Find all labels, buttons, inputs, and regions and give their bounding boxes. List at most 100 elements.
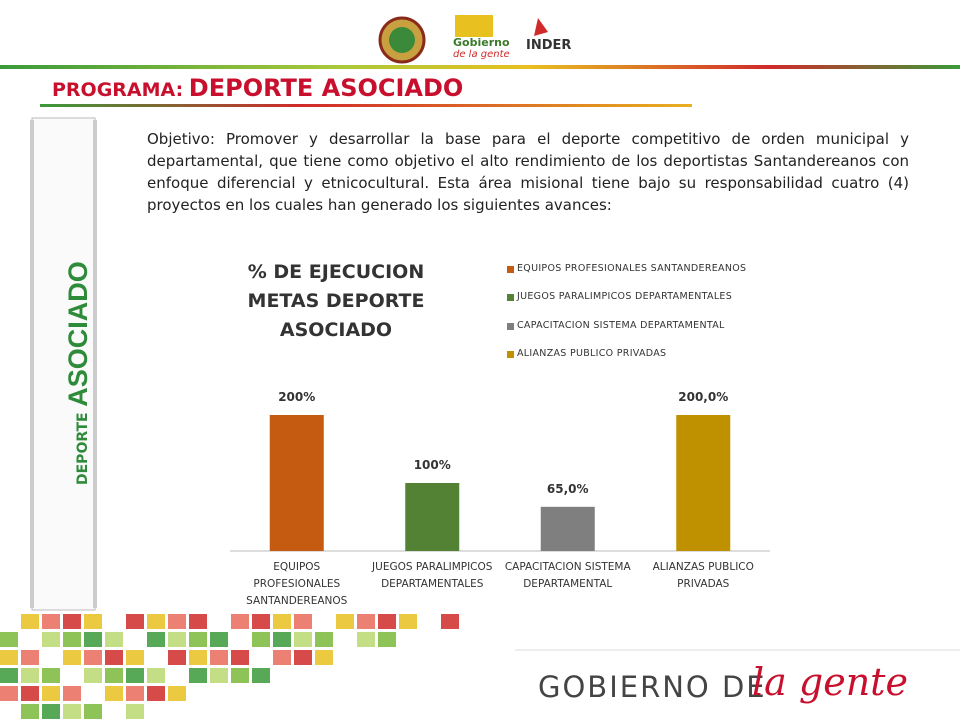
footer-square — [105, 668, 123, 683]
footer-square — [21, 686, 39, 701]
value-label: 65,0% — [547, 482, 589, 496]
footer-square — [189, 614, 207, 629]
footer-square — [0, 686, 18, 701]
footer-square — [42, 704, 60, 719]
footer-squares — [0, 614, 459, 719]
footer-square — [63, 686, 81, 701]
logo-shield-inner — [389, 27, 415, 53]
footer-square — [21, 704, 39, 719]
sidebar-edge — [30, 120, 34, 608]
bar — [405, 483, 460, 551]
footer-square — [84, 704, 102, 719]
footer-square — [231, 614, 249, 629]
footer-square — [399, 614, 417, 629]
footer-square — [273, 650, 291, 665]
sidebar-box — [31, 117, 96, 611]
program-title: PROGRAMA: DEPORTE ASOCIADO — [52, 74, 463, 102]
x-tick-label: ALIANZAS PUBLICO PRIVADAS — [652, 561, 754, 590]
x-tick-label: JUEGOS PARALIMPICOS DEPARTAMENTALES — [372, 561, 493, 590]
footer-square — [147, 614, 165, 629]
footer-square — [168, 632, 186, 647]
legend-swatch — [507, 294, 514, 301]
bar — [540, 506, 595, 551]
footer-square — [315, 650, 333, 665]
logo-text: de la gente — [453, 49, 510, 60]
footer-script: la gente — [752, 660, 908, 704]
footer-square — [336, 614, 354, 629]
footer-square — [84, 632, 102, 647]
footer-square — [63, 704, 81, 719]
footer-square — [21, 668, 39, 683]
footer-square — [231, 650, 249, 665]
footer-square — [189, 632, 207, 647]
footer-square — [63, 632, 81, 647]
footer-square — [210, 650, 228, 665]
footer-square — [357, 632, 375, 647]
footer-square — [126, 704, 144, 719]
footer-square — [294, 650, 312, 665]
footer-square — [378, 614, 396, 629]
footer-square — [378, 632, 396, 647]
legend-swatch — [507, 266, 514, 273]
program-name: DEPORTE ASOCIADO — [188, 74, 464, 102]
footer-square — [294, 632, 312, 647]
footer-square — [126, 668, 144, 683]
logo-text: INDER — [526, 38, 572, 53]
footer-square — [168, 614, 186, 629]
value-label: 200,0% — [678, 390, 728, 404]
footer-square — [357, 614, 375, 629]
legend-swatch — [507, 323, 514, 330]
legend-label: JUEGOS PARALIMPICOS DEPARTAMENTALES — [517, 291, 733, 302]
top-line — [0, 65, 960, 69]
footer-square — [42, 668, 60, 683]
footer-square — [126, 614, 144, 629]
footer-square — [42, 686, 60, 701]
footer-square — [0, 632, 18, 647]
value-label: 200% — [278, 390, 315, 404]
footer-square — [189, 668, 207, 683]
footer-square — [252, 614, 270, 629]
logo-text: Gobierno — [453, 36, 510, 49]
footer-brand: GOBIERNO DE — [538, 670, 767, 704]
sidebar-edge — [93, 120, 97, 608]
bar — [676, 415, 731, 551]
footer-square — [105, 632, 123, 647]
legend-swatch — [507, 351, 514, 358]
footer-square — [126, 650, 144, 665]
footer-square — [168, 650, 186, 665]
footer-square — [21, 650, 39, 665]
footer-square — [210, 632, 228, 647]
footer-square — [147, 668, 165, 683]
footer-square — [273, 632, 291, 647]
footer-square — [147, 632, 165, 647]
program-label: PROGRAMA: — [52, 79, 184, 101]
title-underline — [40, 104, 692, 107]
footer-square — [105, 686, 123, 701]
logo-shape — [534, 18, 548, 36]
x-tick-label: CAPACITACION SISTEMA DEPARTAMENTAL — [504, 561, 631, 590]
footer-square — [231, 668, 249, 683]
bar — [269, 415, 324, 551]
footer-square — [63, 650, 81, 665]
footer-square — [84, 668, 102, 683]
footer-square — [0, 650, 18, 665]
chart-title: % DE EJECUCION METAS DEPORTE ASOCIADO — [247, 261, 425, 341]
footer-square — [0, 668, 18, 683]
footer-square — [21, 614, 39, 629]
objective-text: Objetivo: Promover y desarrollar la base… — [147, 130, 909, 214]
footer-square — [147, 686, 165, 701]
footer-square — [441, 614, 459, 629]
footer-square — [252, 632, 270, 647]
footer-square — [105, 650, 123, 665]
footer-square — [42, 614, 60, 629]
footer-square — [168, 686, 186, 701]
footer-square — [63, 614, 81, 629]
footer-square — [294, 614, 312, 629]
x-tick-label: EQUIPOS PROFESIONALES SANTANDEREANOS — [246, 561, 348, 607]
footer-square — [84, 650, 102, 665]
legend-label: EQUIPOS PROFESIONALES SANTANDEREANOS — [517, 263, 747, 274]
